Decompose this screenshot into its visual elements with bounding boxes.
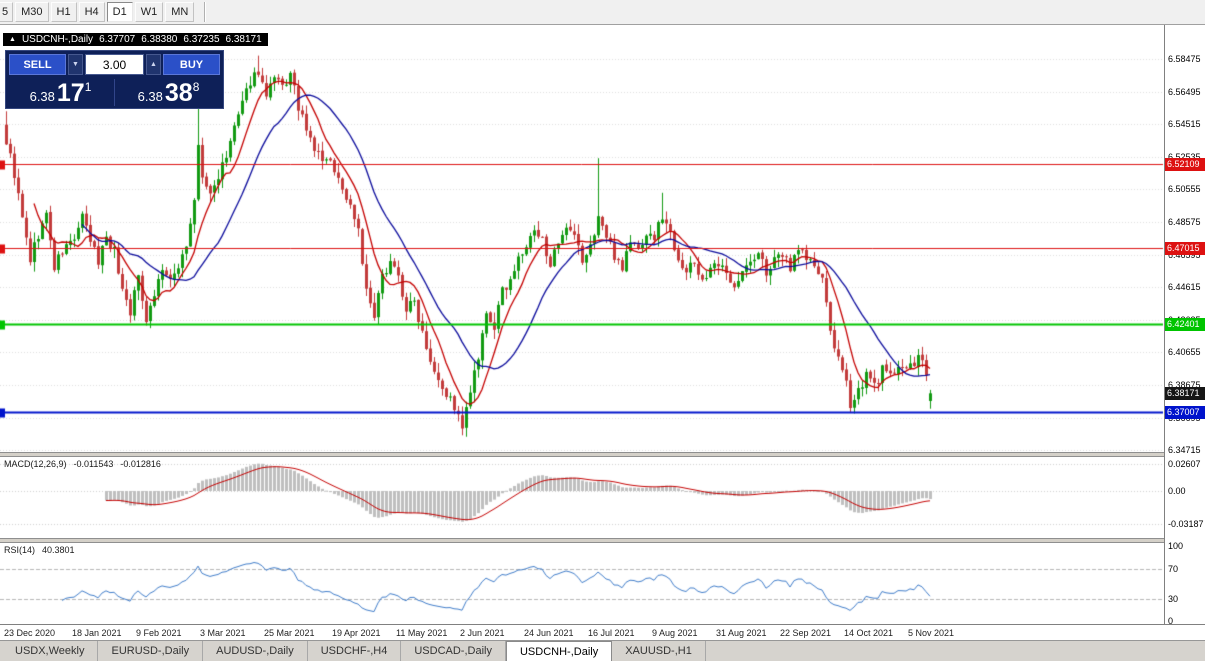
axis-tick-label: 6.34715: [1168, 445, 1201, 456]
buy-price-prefix: 6.38: [137, 89, 163, 104]
time-axis-label: 9 Feb 2021: [136, 628, 182, 638]
one-click-trading-panel: SELL ▼ ▲ BUY 6.38 17 1 6.38 38 8: [5, 50, 224, 109]
sell-price-pips: 17: [56, 79, 85, 107]
time-axis-label: 14 Oct 2021: [844, 628, 894, 638]
ohlc-close: 6.38171: [225, 34, 262, 45]
time-axis-label: 24 Jun 2021: [524, 628, 574, 638]
time-axis-label: 19 Apr 2021: [332, 628, 381, 638]
axis-tick-label: 6.38675: [1168, 380, 1201, 390]
axis-tick-label: 0: [1168, 616, 1174, 626]
chart-tab-usdchf-h4[interactable]: USDCHF-,H4: [308, 641, 402, 661]
macd-value2: -0.012816: [120, 459, 161, 469]
time-axis-label: 31 Aug 2021: [716, 628, 767, 638]
timeframe-button-m30[interactable]: M30: [15, 2, 49, 22]
axis-tick-label: 0.02607: [1168, 459, 1201, 470]
chart-symbol-label: USDCNH-,Daily: [21, 34, 94, 45]
rsi-name: RSI(14): [4, 545, 36, 555]
ohlc-low: 6.37235: [183, 34, 220, 45]
chart-tab-usdcnh-daily[interactable]: USDCNH-,Daily: [505, 641, 613, 661]
buy-button[interactable]: BUY: [163, 54, 220, 75]
time-axis-label: 2 Jun 2021: [460, 628, 505, 638]
axis-tick-label: 0.00: [1168, 486, 1186, 496]
volume-decrease-button[interactable]: ▼: [68, 54, 83, 75]
sell-button[interactable]: SELL: [9, 54, 66, 75]
buy-price-display[interactable]: 6.38 38 8: [117, 81, 220, 106]
macd-name: MACD(12,26,9): [4, 459, 67, 469]
timeframe-button-h1[interactable]: H1: [50, 2, 77, 22]
ohlc-high: 6.38380: [141, 34, 178, 45]
rsi-indicator-label: RSI(14) 40.3801: [4, 545, 75, 555]
macd-indicator-label: MACD(12,26,9) -0.011543 -0.012816: [4, 459, 161, 469]
chart-tab-usdcad-daily[interactable]: USDCAD-,Daily: [401, 641, 506, 661]
time-axis-label: 16 Jul 2021: [588, 628, 635, 638]
axis-tick-label: 100: [1168, 541, 1184, 551]
panel-separator-rsi[interactable]: [0, 538, 1205, 543]
chart-ohlc-titlebar: ▲ USDCNH-,Daily 6.37707 6.38380 6.37235 …: [3, 33, 268, 46]
axis-tick-label: 6.48575: [1168, 217, 1201, 227]
chart-tab-eurusd-daily[interactable]: EURUSD-,Daily: [98, 641, 204, 661]
price-level-tag-support-blue: 6.37007: [1165, 406, 1205, 420]
toolbar-separator: [204, 2, 207, 22]
panel-separator-macd[interactable]: [0, 452, 1205, 457]
time-axis-label: 22 Sep 2021: [780, 628, 832, 638]
volume-input[interactable]: [85, 54, 144, 75]
ohlc-open: 6.37707: [99, 34, 136, 45]
timeframe-button-h4[interactable]: H4: [78, 2, 105, 22]
price-level-tag-support-green: 6.42401: [1165, 317, 1205, 331]
axis-tick-label: 6.52535: [1168, 151, 1201, 162]
timeframe-toolbar: 5 M30 H1 H4 D1 W1 MN: [0, 0, 1205, 25]
axis-tick-label: 6.56495: [1168, 86, 1201, 97]
timeframe-button-w1[interactable]: W1: [134, 2, 164, 22]
price-chart-canvas[interactable]: [0, 25, 1164, 640]
macd-value1: -0.011543: [73, 459, 114, 469]
sell-price-point: 1: [84, 80, 92, 94]
time-axis-label: 25 Mar 2021: [264, 628, 315, 638]
axis-tick-label: 6.40655: [1168, 347, 1201, 358]
axis-tick-label: 6.44615: [1168, 282, 1201, 293]
sell-price-prefix: 6.38: [29, 89, 55, 104]
axis-tick-label: 30: [1168, 593, 1179, 604]
chart-tab-audusd-daily[interactable]: AUDUSD-,Daily: [203, 641, 308, 661]
time-axis[interactable]: 23 Dec 2020 18 Jan 2021 9 Feb 2021 3 Mar 20…: [0, 624, 1205, 640]
chart-tab-xauusd-h1[interactable]: XAUUSD-,H1: [612, 641, 706, 661]
axis-tick-label: 6.58475: [1168, 54, 1201, 64]
timeframe-button-5[interactable]: 5: [0, 2, 14, 22]
time-axis-label: 23 Dec 2020: [4, 628, 56, 638]
rsi-value: 40.3801: [42, 545, 75, 555]
axis-tick-label: 6.50555: [1168, 184, 1201, 195]
axis-tick-label: 70: [1168, 563, 1179, 574]
sell-price-display[interactable]: 6.38 17 1: [9, 81, 112, 106]
volume-increase-button[interactable]: ▲: [146, 54, 161, 75]
trade-panel-divider: [114, 79, 115, 106]
price-axis[interactable]: 6.52109 6.47015 6.42401 6.38171 6.37007 …: [1164, 25, 1205, 626]
price-level-tag-current-price: 6.38171: [1165, 387, 1205, 401]
timeframe-button-mn[interactable]: MN: [165, 2, 195, 22]
axis-tick-label: -0.03187: [1168, 518, 1204, 529]
time-axis-label: 18 Jan 2021: [72, 628, 122, 638]
time-axis-label: 9 Aug 2021: [652, 628, 698, 638]
time-axis-label: 3 Mar 2021: [200, 628, 246, 638]
chart-tabbar: USDX,Weekly EURUSD-,Daily AUDUSD-,Daily …: [0, 640, 1205, 661]
chart-tab-usdx-weekly[interactable]: USDX,Weekly: [2, 641, 99, 661]
timeframe-button-d1[interactable]: D1: [106, 2, 133, 22]
buy-price-pips: 38: [164, 79, 193, 107]
buy-price-point: 8: [192, 80, 200, 94]
axis-tick-label: 6.54515: [1168, 119, 1201, 130]
time-axis-label: 5 Nov 2021: [908, 628, 955, 638]
price-level-tag-resistance-1: 6.52109: [1165, 157, 1205, 171]
price-level-tag-resistance-2: 6.47015: [1165, 241, 1205, 255]
time-axis-label: 11 May 2021: [396, 628, 448, 638]
trade-panel-toggle-icon[interactable]: ▲: [9, 36, 16, 43]
